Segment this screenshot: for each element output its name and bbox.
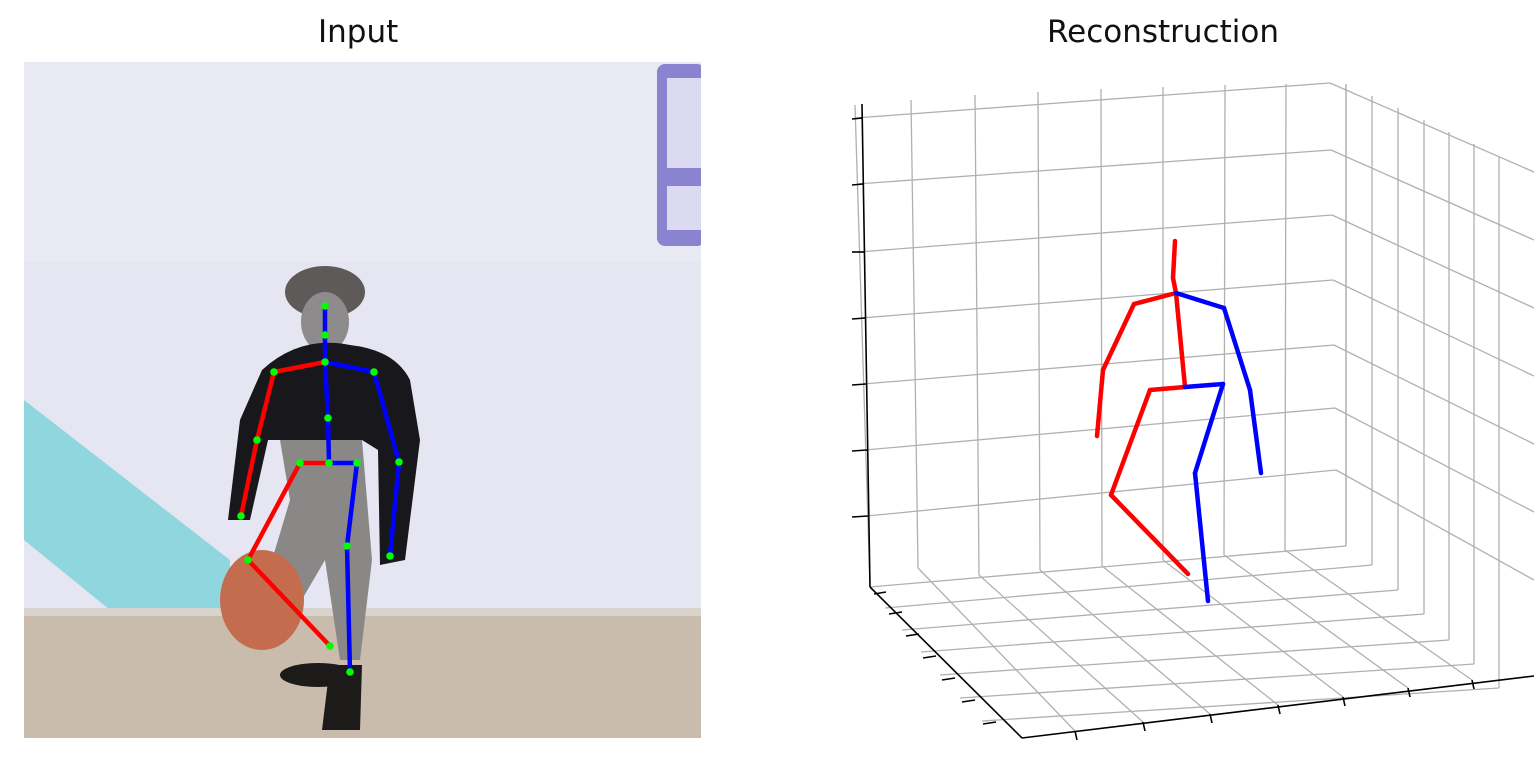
joint-right-hip (353, 459, 361, 467)
bone3d-right-hip (1185, 384, 1223, 387)
joint-pelvis (325, 459, 333, 467)
joint-right-elbow (395, 458, 403, 466)
back-wall-grid (855, 83, 1534, 731)
reconstruction-3d-plot (852, 83, 1534, 740)
purple-sign-logo (657, 64, 705, 246)
bone3d-left-hip (1150, 387, 1185, 390)
joint-nose (321, 331, 329, 339)
bone3d-right-thigh (1195, 384, 1223, 473)
joint-right-wrist (386, 552, 394, 560)
joint-left-ankle (326, 642, 334, 650)
bone3d-right-shin (1195, 473, 1208, 601)
input-image (24, 62, 705, 738)
joint-spine (324, 414, 332, 422)
axes-3d (852, 104, 1534, 740)
bone3d-head (1173, 241, 1175, 278)
joint-left-shoulder (270, 368, 278, 376)
skeleton-3d (1097, 241, 1261, 601)
bone3d-left-upper-arm (1103, 304, 1134, 370)
joint-left-elbow (253, 436, 261, 444)
joint-left-wrist (237, 512, 245, 520)
joint-left-hip (296, 459, 304, 467)
bone3d-left-shin (1111, 495, 1188, 574)
bone3d-spine (1176, 293, 1185, 387)
bone3d-left-thigh (1111, 390, 1150, 495)
joint-left-knee (244, 556, 252, 564)
joint-head (321, 302, 329, 310)
bone3d-neck (1173, 278, 1176, 293)
bone3d-right-shoulder (1176, 293, 1224, 308)
bone3d-right-forearm (1250, 390, 1261, 473)
bone-spine-upper (325, 362, 328, 418)
z-axis (862, 104, 870, 587)
y-axis (870, 587, 1022, 738)
joint-right-knee (343, 542, 351, 550)
joint-neck (321, 358, 329, 366)
bone-right-shin (347, 546, 350, 672)
bone3d-right-upper-arm (1224, 308, 1250, 390)
bone-spine-lower (328, 418, 329, 463)
joint-right-shoulder (370, 368, 378, 376)
joint-right-ankle (346, 668, 354, 676)
